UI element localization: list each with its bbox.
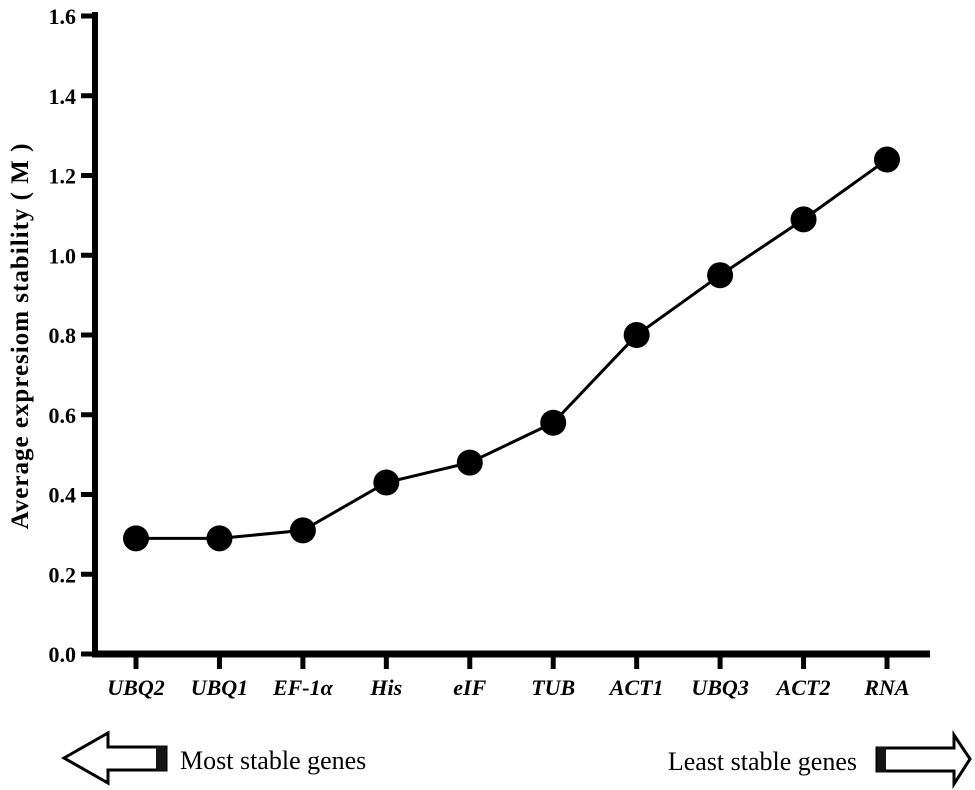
x-tick-label: EF-1α bbox=[272, 675, 334, 700]
x-tick-label: TUB bbox=[531, 675, 575, 700]
data-point-eIF bbox=[456, 449, 483, 476]
x-tick-label: His bbox=[369, 675, 402, 700]
data-point-TUB bbox=[540, 409, 567, 436]
data-point-UBQ3 bbox=[707, 262, 734, 289]
most-stable-label: Most stable genes bbox=[180, 746, 366, 775]
series-polyline bbox=[136, 158, 888, 540]
y-tick-label: 0.8 bbox=[49, 323, 77, 348]
x-tick-label: UBQ1 bbox=[191, 675, 248, 700]
right-arrow-tail-cap bbox=[877, 747, 886, 772]
y-tick-label: 1.0 bbox=[49, 243, 77, 268]
x-tick-label: UBQ3 bbox=[691, 675, 748, 700]
data-point-ACT1 bbox=[623, 322, 650, 348]
y-tick-label: 0.0 bbox=[49, 642, 77, 667]
x-tick-label: UBQ2 bbox=[107, 675, 164, 700]
data-point-EF-1α bbox=[289, 517, 316, 544]
y-axis-title: Average expresiom stability ( M ) bbox=[7, 143, 34, 530]
y-tick-label: 1.6 bbox=[49, 4, 77, 29]
axes bbox=[92, 12, 930, 658]
data-series bbox=[123, 146, 900, 552]
y-tick-label: 1.2 bbox=[49, 164, 77, 189]
data-point-ACT2 bbox=[790, 206, 817, 233]
data-point-RNA bbox=[874, 146, 900, 173]
x-axis-ticks: UBQ2 UBQ1 EF-1α His eIF TUB ACT1 UBQ3 ACT2 RNA bbox=[107, 654, 910, 700]
data-point-His bbox=[373, 469, 400, 496]
y-tick-label: 0.6 bbox=[49, 403, 77, 428]
y-tick-label: 1.4 bbox=[49, 84, 77, 109]
x-tick-label: ACT1 bbox=[608, 675, 664, 700]
right-arrow-icon bbox=[875, 730, 972, 790]
data-point-UBQ2 bbox=[123, 525, 149, 552]
y-axis-ticks: 0.0 0.2 0.4 0.6 0.8 1.0 1.2 1.4 1.6 bbox=[49, 4, 95, 667]
left-arrow-icon bbox=[60, 730, 168, 786]
most-stable-annotation: Most stable genes bbox=[60, 730, 366, 786]
y-tick-label: 0.2 bbox=[49, 562, 77, 587]
least-stable-annotation: Least stable genes bbox=[668, 730, 972, 790]
x-tick-label: RNA bbox=[863, 675, 909, 700]
data-point-UBQ1 bbox=[206, 525, 233, 552]
x-tick-label: eIF bbox=[453, 675, 486, 700]
x-tick-label: ACT2 bbox=[775, 675, 831, 700]
least-stable-label: Least stable genes bbox=[668, 747, 857, 776]
left-arrow-tail-cap bbox=[156, 746, 166, 771]
y-tick-label: 0.4 bbox=[49, 483, 77, 508]
